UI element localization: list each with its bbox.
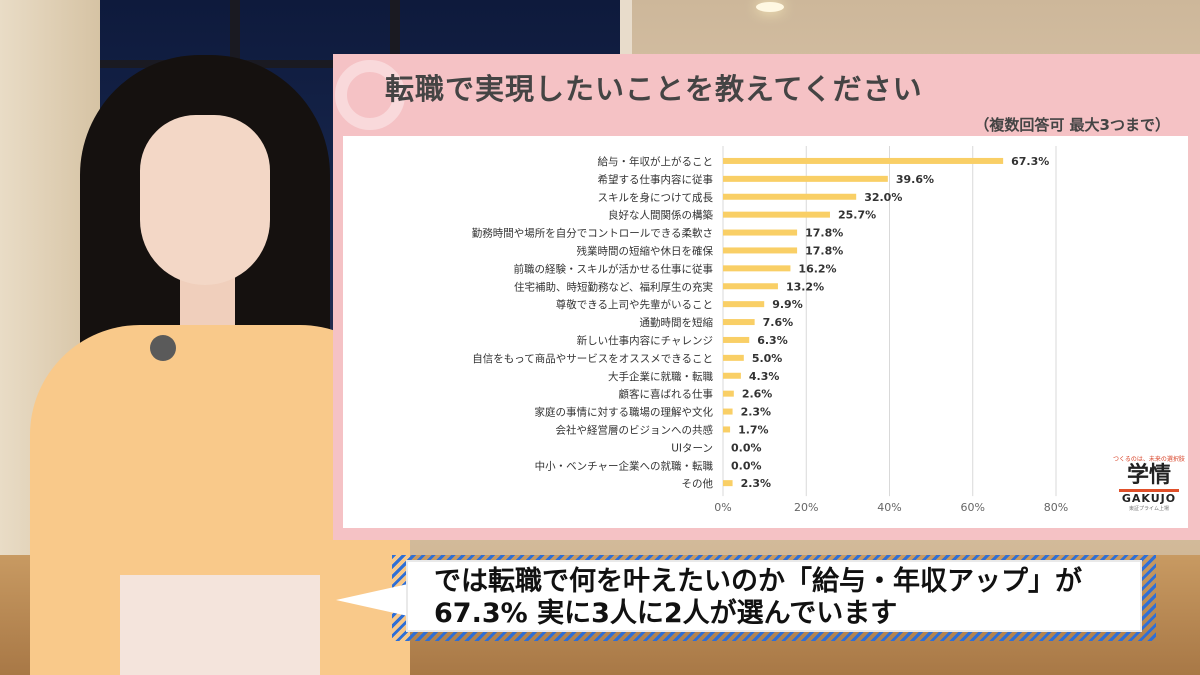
category-label: 通勤時間を短縮 — [640, 316, 714, 329]
caption-box: では転職で何を叶えたいのか「給与・年収アップ」が 67.3% 実に3人に2人が選… — [406, 560, 1142, 632]
bar — [723, 193, 857, 200]
category-label: 前職の経験・スキルが活かせる仕事に従事 — [514, 262, 714, 275]
bar — [723, 301, 765, 308]
category-label: スキルを身につけて成長 — [598, 191, 714, 204]
caption-pointer — [336, 584, 408, 616]
gakujo-logo: つくるのは、未来の選択肢 学情 GAKUJO 東証プライム上場 — [1113, 454, 1185, 528]
lapel-microphone — [150, 335, 176, 361]
value-label: 17.8% — [805, 227, 843, 240]
category-label: 新しい仕事内容にチャレンジ — [577, 334, 713, 347]
value-label: 0.0% — [731, 441, 762, 454]
value-label: 17.8% — [805, 244, 843, 257]
bar — [723, 480, 733, 487]
category-label: 住宅補助、時短勤務など、福利厚生の充実 — [514, 280, 713, 293]
slide-title: 転職で実現したいことを教えてください — [385, 72, 923, 106]
value-label: 2.6% — [742, 388, 773, 401]
category-label: 中小・ベンチャー企業への就職・転職 — [535, 459, 714, 472]
presenter-skirt — [120, 575, 320, 675]
value-label: 39.6% — [896, 173, 934, 186]
category-label: 勤務時間や場所を自分でコントロールできる柔軟さ — [472, 227, 713, 240]
value-label: 2.3% — [741, 406, 772, 419]
bar — [723, 372, 741, 379]
logo-mark: 学情 — [1126, 463, 1171, 488]
value-label: 32.0% — [864, 191, 902, 204]
bar — [723, 229, 798, 236]
value-label: 9.9% — [772, 298, 803, 311]
value-label: 1.7% — [738, 423, 769, 436]
ceiling-light — [756, 2, 784, 12]
category-label: 大手企業に就職・転職 — [608, 370, 713, 383]
logo-tagline: つくるのは、未来の選択肢 — [1113, 456, 1185, 463]
x-tick-label: 80% — [1044, 501, 1068, 514]
category-label: UIターン — [671, 442, 713, 454]
x-tick-label: 40% — [877, 501, 901, 514]
bar — [723, 390, 734, 397]
value-label: 25.7% — [838, 209, 876, 222]
value-label: 6.3% — [757, 334, 788, 347]
bar — [723, 265, 791, 272]
bar — [723, 211, 830, 218]
category-label: 会社や経営層のビジョンへの共感 — [556, 423, 714, 436]
category-label: 給与・年収が上がること — [598, 155, 714, 168]
value-label: 13.2% — [786, 280, 824, 293]
category-label: 顧客に喜ばれる仕事 — [619, 388, 714, 401]
x-tick-label: 20% — [794, 501, 818, 514]
value-label: 67.3% — [1011, 155, 1049, 168]
presenter-face — [140, 115, 270, 285]
category-label: 尊敬できる上司や先輩がいること — [556, 298, 713, 311]
value-label: 7.6% — [763, 316, 794, 329]
value-label: 16.2% — [798, 262, 836, 275]
category-label: 良好な人間関係の構築 — [608, 209, 713, 222]
value-label: 4.3% — [749, 370, 780, 383]
value-label: 5.0% — [752, 352, 783, 365]
caption-line-1: では転職で何を叶えたいのか「給与・年収アップ」が — [434, 566, 1082, 597]
survey-slide: 転職で実現したいことを教えてください （複数回答可 最大3つまで） 0% 20% 4… — [333, 54, 1200, 540]
category-label: その他 — [682, 477, 714, 490]
bar — [723, 283, 778, 290]
category-label: 残業時間の短縮や休日を確保 — [577, 244, 714, 257]
category-label: 家庭の事情に対する職場の理解や文化 — [535, 406, 714, 419]
bar — [723, 336, 750, 343]
bar — [723, 319, 755, 326]
logo-bar — [1119, 489, 1179, 492]
category-label: 希望する仕事内容に従事 — [598, 173, 714, 186]
bar — [723, 157, 1004, 164]
chart-area: 0% 20% 40% 60% 80% 給与・年収が上がること 67.3% 希望する仕事内容に従… — [343, 136, 1188, 528]
category-label: 自信をもって商品やサービスをオススメできること — [472, 352, 713, 365]
bar — [723, 354, 744, 361]
value-label: 0.0% — [731, 459, 762, 472]
bar-chart: 0% 20% 40% 60% 80% 給与・年収が上がること 67.3% 希望する仕事内容に従… — [472, 146, 1068, 514]
x-tick-label: 0% — [714, 501, 731, 514]
logo-name: GAKUJO — [1121, 492, 1177, 505]
value-label: 2.3% — [741, 477, 772, 490]
bar — [723, 247, 798, 254]
bar — [723, 175, 888, 182]
bar — [723, 408, 733, 415]
caption-line-2: 67.3% 実に3人に2人が選んでいます — [434, 598, 898, 629]
bar — [723, 426, 731, 433]
logo-sub: 東証プライム上場 — [1129, 506, 1169, 512]
x-tick-label: 60% — [961, 501, 985, 514]
slide-note: （複数回答可 最大3つまで） — [974, 116, 1170, 134]
